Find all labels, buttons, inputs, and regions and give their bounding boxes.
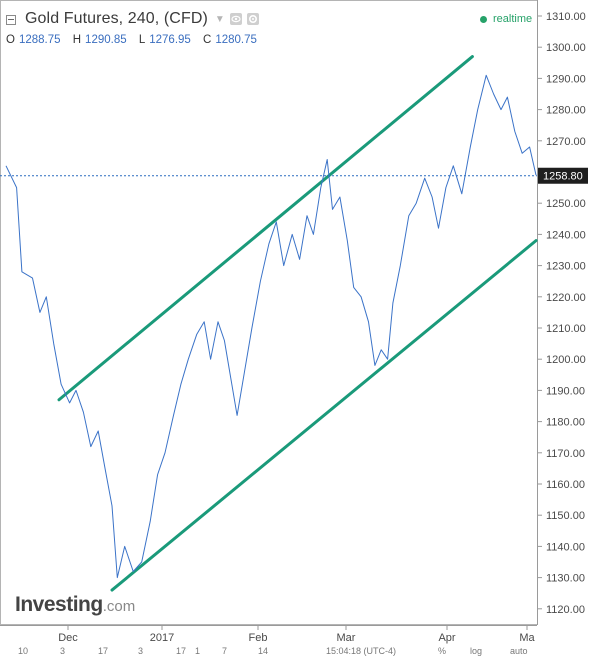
price-tag-label: 1258.80 — [543, 171, 583, 183]
x-tick-label: Dec — [58, 632, 78, 644]
low-value: 1276.95 — [149, 34, 191, 46]
trend-line[interactable] — [110, 239, 538, 592]
dropdown-triangle-icon[interactable]: ▼ — [214, 13, 225, 25]
y-tick-label: 1290.00 — [546, 73, 586, 85]
y-tick-label: 1180.00 — [546, 417, 585, 429]
series-layer — [5, 74, 537, 579]
range-button[interactable]: 14 — [258, 646, 269, 656]
close-key: C — [203, 34, 212, 46]
y-tick-label: 1190.00 — [546, 385, 585, 397]
y-tick-label: 1160.00 — [546, 479, 585, 491]
y-tick-label: 1130.00 — [546, 573, 585, 585]
trend-lines — [57, 55, 538, 592]
x-tick-label: Apr — [438, 632, 455, 644]
y-tick-label: 1230.00 — [546, 261, 586, 273]
settings-icon[interactable] — [246, 13, 259, 25]
open-value: 1288.75 — [18, 34, 61, 46]
y-tick-label: 1140.00 — [546, 541, 585, 553]
realtime-label: realtime — [493, 13, 533, 25]
y-axis: 1120.00 1130.00 1140.00 1150.00 1160.00 1170.… — [537, 11, 586, 616]
price-tag-background — [538, 167, 588, 184]
range-button[interactable]: 3 — [60, 646, 66, 656]
realtime-indicator: realtime — [480, 13, 532, 25]
range-button[interactable]: 10 — [18, 646, 29, 656]
close-value: 1280.75 — [215, 34, 257, 46]
low-key: L — [138, 34, 146, 46]
auto-toggle[interactable]: auto — [510, 646, 528, 656]
range-button[interactable]: 17 — [176, 646, 187, 656]
current-price-tag: 1258.80 — [538, 167, 588, 184]
y-tick-label: 1310.00 — [546, 11, 586, 23]
range-button[interactable]: 7 — [222, 646, 228, 656]
x-tick-label: Feb — [249, 632, 268, 644]
y-tick-label: 1210.00 — [546, 323, 586, 335]
collapse-icon[interactable] — [6, 15, 16, 25]
range-button[interactable]: 1 — [195, 646, 201, 656]
clock-readout: 15:04:18 (UTC-4) — [326, 646, 397, 656]
x-tick-label: Ma — [519, 632, 535, 644]
realtime-dot-icon — [480, 15, 487, 23]
trend-line[interactable] — [57, 55, 474, 402]
y-tick-label: 1220.00 — [546, 292, 586, 304]
log-toggle[interactable]: log — [470, 646, 483, 656]
y-tick-label: 1280.00 — [546, 105, 586, 117]
x-tick-label: 2017 — [150, 632, 174, 644]
eye-icon[interactable] — [229, 13, 242, 25]
y-tick-label: 1300.00 — [546, 42, 586, 54]
y-tick-label: 1200.00 — [546, 354, 586, 366]
percent-toggle[interactable]: % — [438, 646, 447, 656]
high-key: H — [72, 34, 82, 46]
y-tick-label: 1240.00 — [546, 229, 586, 241]
open-key: O — [6, 34, 15, 46]
chart-header: Gold Futures, 240, (CFD) ▼ — [6, 8, 259, 30]
high-value: 1290.85 — [85, 34, 127, 46]
chart-frame — [0, 0, 538, 625]
price-series-line — [5, 74, 537, 579]
brand-name: Investing — [15, 593, 103, 616]
y-tick-label: 1270.00 — [546, 136, 586, 148]
brand-domain: .com — [102, 598, 136, 615]
y-tick-label: 1150.00 — [546, 510, 585, 522]
y-tick-label: 1170.00 — [546, 448, 585, 460]
x-axis: Dec 2017 Feb Mar Apr Ma — [58, 625, 536, 644]
y-tick-label: 1120.00 — [546, 604, 585, 616]
range-button[interactable]: 17 — [98, 646, 109, 656]
chart-title: Gold Futures, 240, (CFD) — [25, 10, 208, 27]
x-tick-label: Mar — [337, 632, 356, 644]
y-tick-label: 1250.00 — [546, 198, 586, 210]
investing-logo: Investing .com — [15, 593, 135, 617]
ohlc-readout: O 1288.75 H 1290.85 L 1276.95 C 1280.75 — [6, 34, 266, 46]
range-button[interactable]: 3 — [138, 646, 144, 656]
